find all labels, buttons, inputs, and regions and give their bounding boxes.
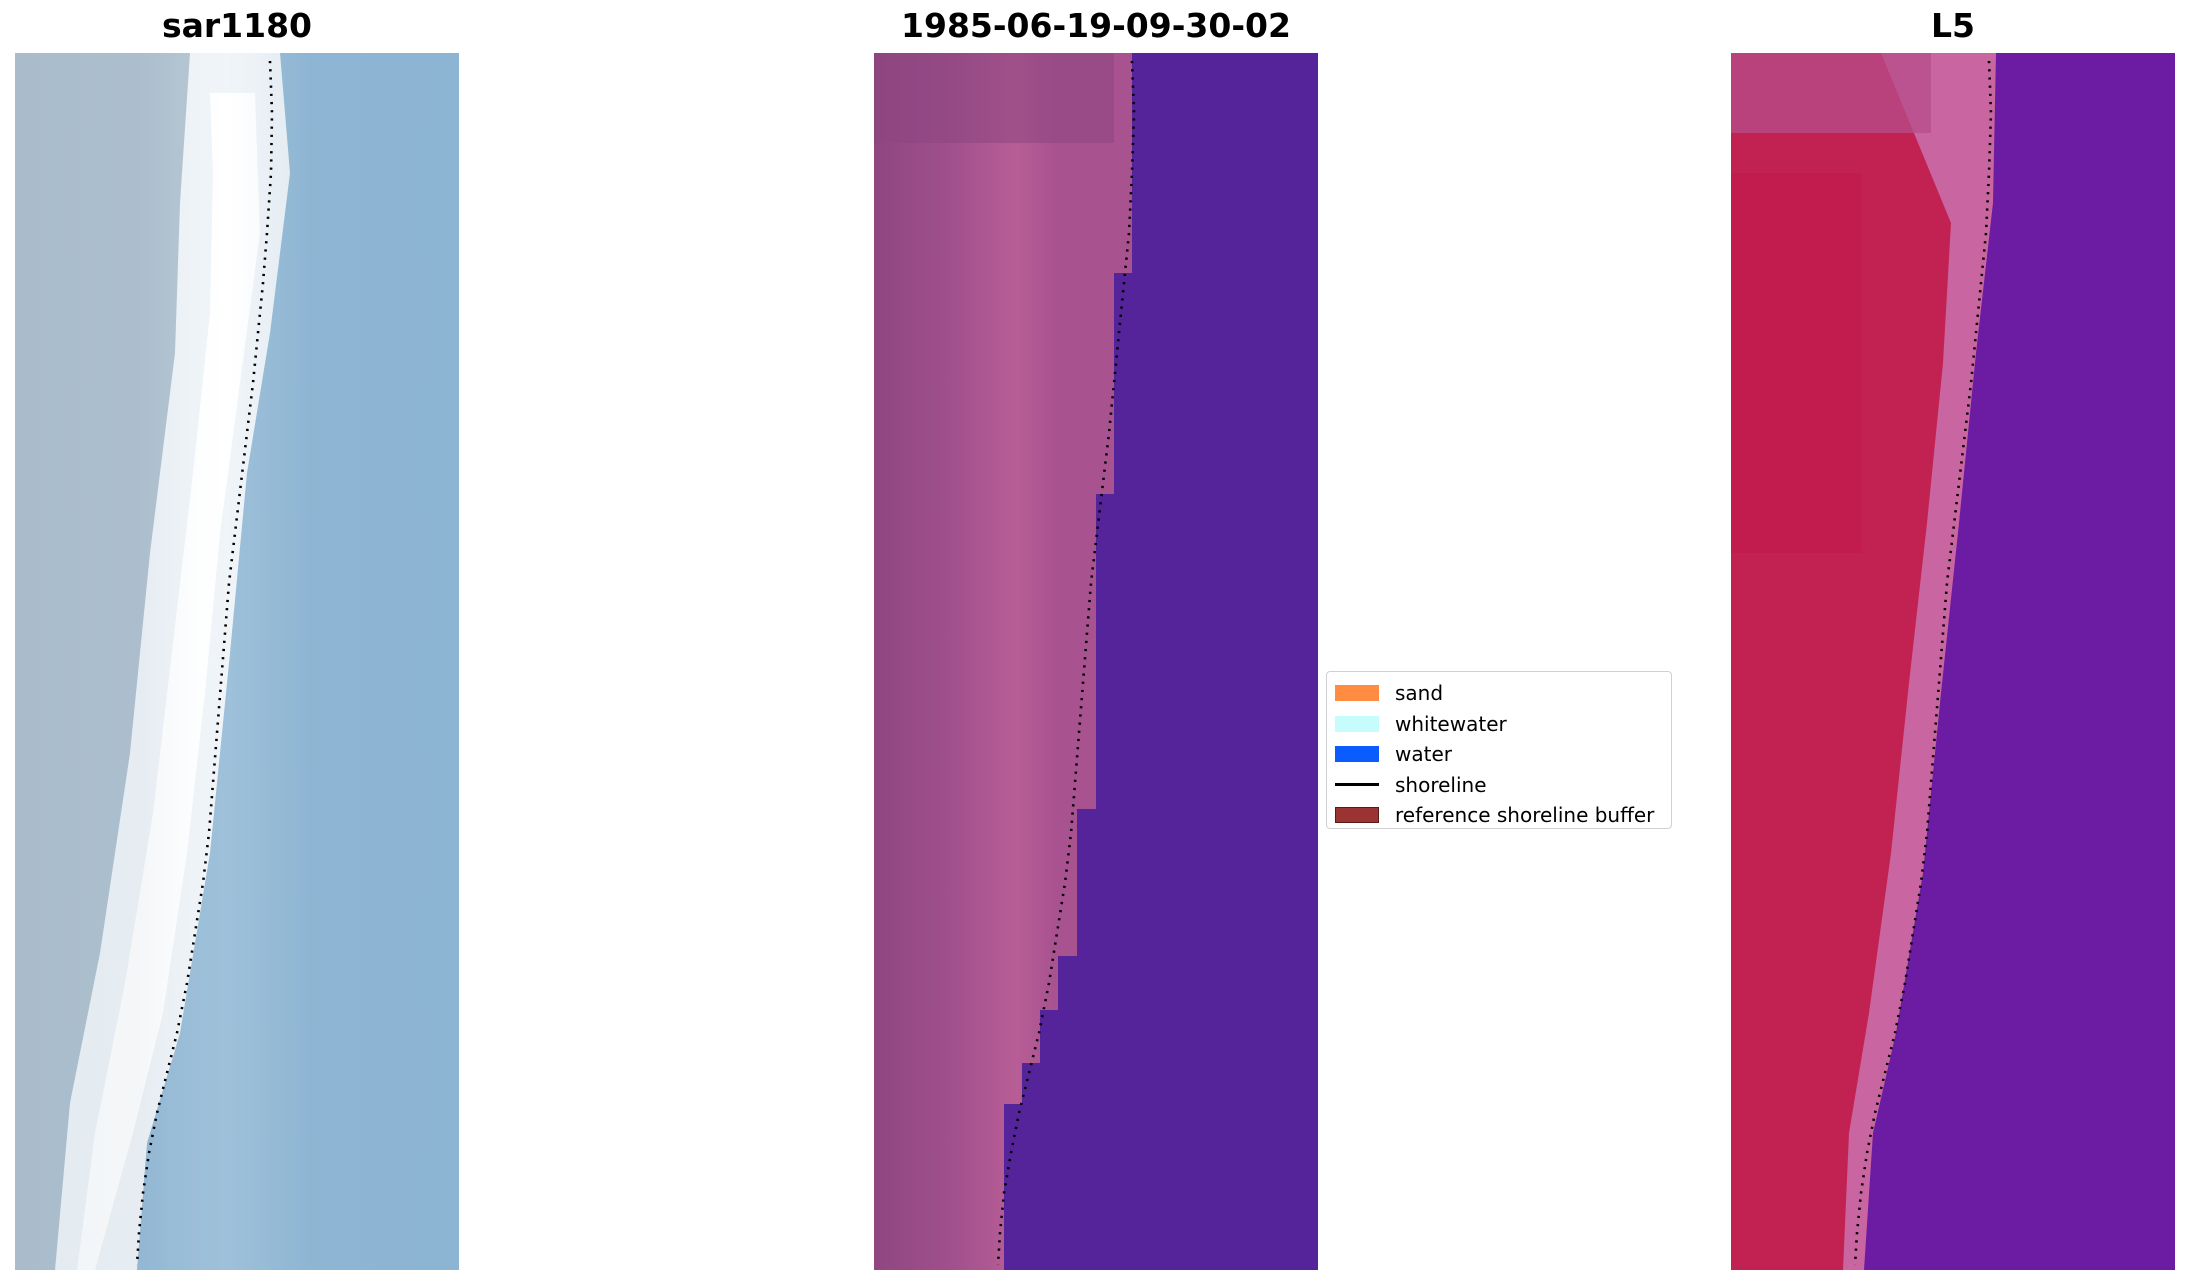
legend-item-shoreline: shoreline [1335,770,1663,801]
legend-item-reference-buffer: reference shoreline buffer [1335,800,1663,831]
legend-label: whitewater [1395,711,1507,736]
shoreline-line-swatch [1335,783,1379,787]
legend-item-whitewater: whitewater [1335,709,1663,740]
legend-label: reference shoreline buffer [1395,803,1655,828]
classified-image-panel [874,53,1318,1270]
sand-swatch [1335,685,1379,702]
rgb-image-panel [15,53,459,1270]
reference-buffer-swatch [1335,807,1379,824]
legend-item-water: water [1335,739,1663,770]
legend-item-sand: sand [1335,678,1663,709]
legend: sand whitewater water shoreline referenc… [1326,671,1672,829]
legend-label: sand [1395,681,1444,706]
whitewater-swatch [1335,715,1379,732]
legend-label: shoreline [1395,772,1487,797]
false-color-image-panel [1731,53,2175,1270]
water-swatch [1335,746,1379,763]
panel-title-satellite: L5 [1931,6,1975,45]
panel-title-rgb: sar1180 [161,6,313,45]
panel-title-date: 1985-06-19-09-30-02 [901,6,1291,45]
legend-label: water [1395,742,1452,767]
